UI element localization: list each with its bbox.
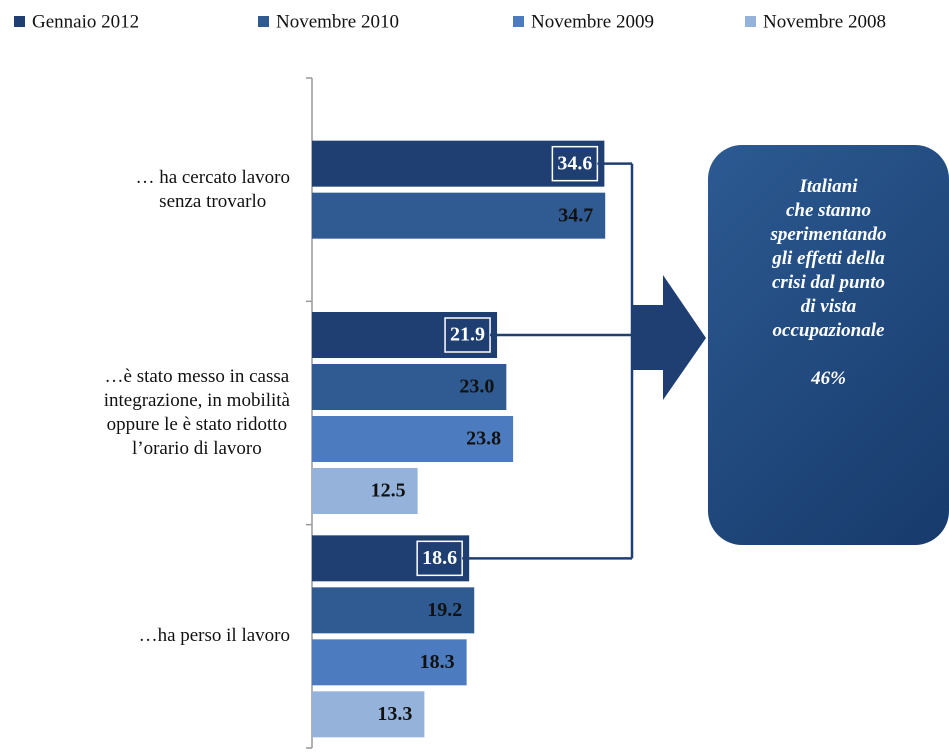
bar (312, 312, 498, 358)
callout-line: occupazionale (772, 320, 885, 341)
callout-line: sperimentando (770, 224, 887, 245)
bar (312, 416, 514, 462)
arrow (632, 275, 706, 400)
value-label: 34.7 (558, 204, 593, 226)
callout-line: gli effetti della (772, 248, 885, 269)
legend-label: Novembre 2010 (276, 11, 399, 32)
value-label: 23.0 (459, 376, 494, 398)
bar (312, 535, 470, 582)
bar (312, 691, 425, 738)
value-label: 34.6 (557, 152, 592, 174)
value-label: 18.6 (422, 547, 457, 569)
callout-value: 46% (811, 368, 846, 389)
legend-swatch (14, 16, 25, 27)
callout-line: che stanno (786, 200, 871, 221)
value-label: 12.5 (371, 480, 406, 502)
category-label: …ha perso il lavoro (138, 625, 290, 647)
legend-label: Novembre 2009 (531, 11, 654, 32)
legend-swatch (258, 16, 269, 27)
bar (312, 140, 605, 187)
bar (312, 364, 507, 410)
category-label: …è stato messo in cassa integrazione, in… (103, 366, 290, 459)
legend-swatch (745, 16, 756, 27)
value-label: 23.8 (466, 428, 501, 450)
category-label: … ha cercato lavoro senza trovarlo (135, 166, 290, 212)
callout-line: di vista (800, 296, 857, 317)
callout-line: crisi dal punto (772, 272, 885, 293)
bar (312, 468, 418, 514)
callout-line: Italiani (799, 176, 858, 197)
value-label: 13.3 (377, 703, 412, 725)
callout: Italiani che stanno sperimentando gli effet… (708, 145, 949, 545)
legend-label: Gennaio 2012 (32, 11, 139, 32)
bar (312, 587, 475, 634)
legend-swatch (513, 16, 524, 27)
value-label: 18.3 (420, 651, 455, 673)
value-label: 19.2 (427, 599, 462, 621)
bar (312, 639, 467, 686)
legend-label: Novembre 2008 (763, 11, 886, 32)
value-label: 21.9 (450, 324, 485, 346)
bar (312, 192, 606, 239)
